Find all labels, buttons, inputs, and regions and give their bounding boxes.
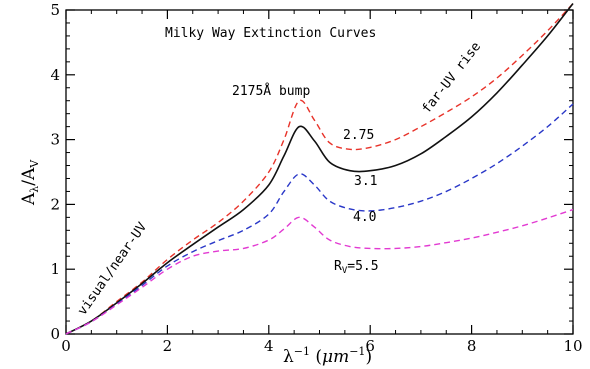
curve-rv-4.0	[65, 103, 574, 335]
far-uv-annotation: far-UV rise	[419, 39, 484, 116]
y-axis-slash: /	[19, 180, 39, 186]
axis-ticks: 0 2 4 6 8 10 0 1 2 3 4 5	[50, 1, 582, 355]
chart-title: Milky Way Extinction Curves	[165, 26, 376, 41]
curve-rv-3.1	[65, 3, 574, 335]
y-axis-b: A	[19, 167, 39, 181]
y-tick-label: 3	[50, 131, 60, 149]
x-axis-paren-close: )	[365, 347, 372, 367]
x-axis-sup1: −1	[294, 345, 310, 358]
x-tick-label: 6	[365, 337, 375, 355]
rv-prefix: R	[334, 259, 342, 274]
x-tick-label: 2	[163, 337, 173, 355]
x-tick-label: 0	[61, 337, 71, 355]
x-tick-label: 8	[467, 337, 477, 355]
x-axis-unit: μm	[322, 347, 349, 367]
label-rv-4.0: 4.0	[353, 210, 376, 225]
rv-sub: V	[342, 266, 348, 276]
y-tick-label: 2	[50, 195, 60, 213]
x-axis-sup2: −1	[349, 345, 365, 358]
x-axis-paren-open: (	[310, 347, 322, 367]
visual-annotation: visual/near-UV	[75, 220, 150, 319]
y-tick-label: 4	[50, 66, 60, 84]
curves	[65, 3, 574, 335]
y-axis-label: Aλ/AV	[19, 159, 41, 206]
curve-rv-2.75	[65, 3, 574, 335]
y-axis-b-sub: V	[28, 159, 41, 169]
y-axis-a-sub: λ	[28, 186, 41, 193]
x-axis-label: λ−1 (μm−1)	[283, 345, 372, 367]
x-axis-base: λ	[283, 347, 294, 367]
rv-value: =5.5	[347, 259, 378, 274]
y-tick-label: 0	[50, 325, 60, 343]
x-tick-label: 10	[563, 337, 582, 355]
label-rv-3.1: 3.1	[354, 174, 377, 189]
label-rv-5.5: RV=5.5	[334, 259, 379, 276]
x-tick-label: 4	[264, 337, 274, 355]
bump-annotation: 2175Å bump	[232, 83, 310, 99]
y-tick-label: 1	[50, 260, 60, 278]
y-axis-a: A	[19, 192, 39, 206]
label-rv-2.75: 2.75	[343, 128, 374, 143]
y-tick-label: 5	[50, 1, 60, 19]
curve-rv-5.5	[65, 208, 574, 335]
